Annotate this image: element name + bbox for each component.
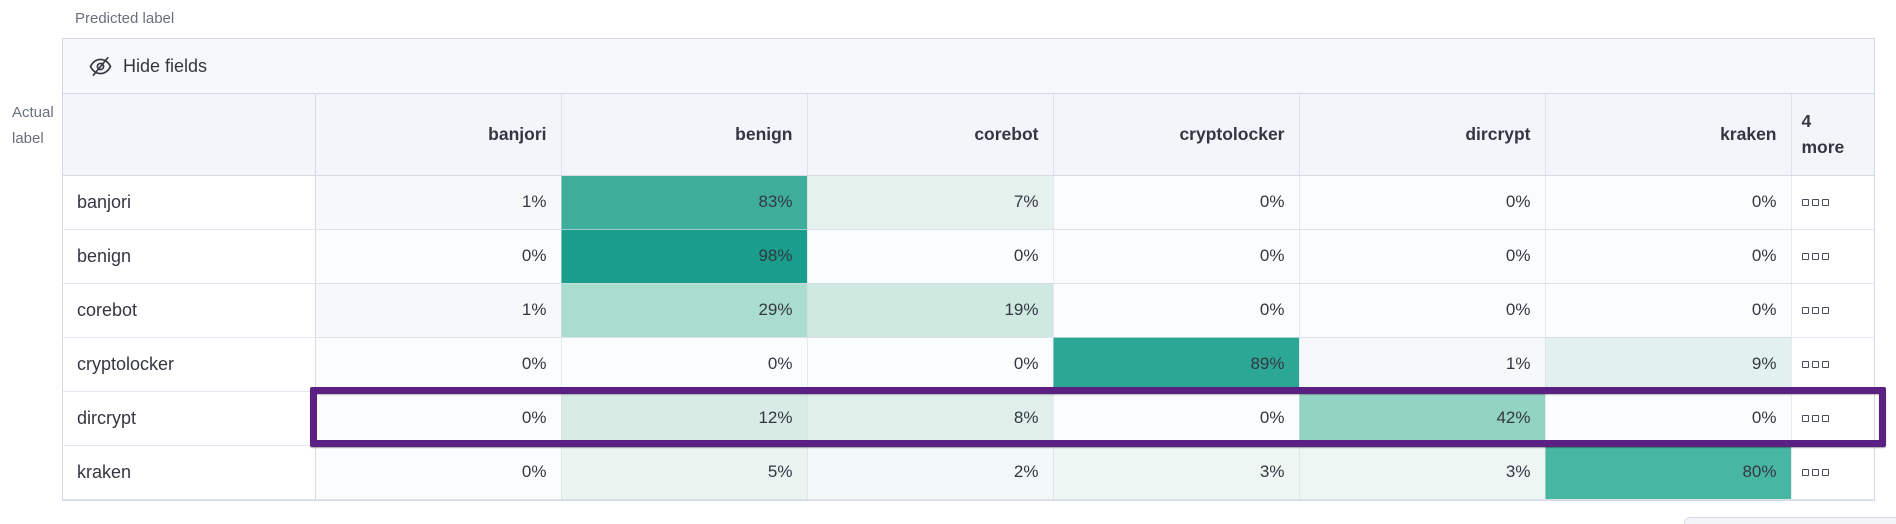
row-actions-banjori[interactable] <box>1791 175 1874 230</box>
hidden-columns-header[interactable]: 4 more <box>1791 94 1874 176</box>
row-actions-kraken[interactable] <box>1791 445 1874 500</box>
row-label-banjori: banjori <box>63 175 316 230</box>
confusion-matrix-table: banjori benign corebot cryptolocker dircrypt… <box>63 94 1874 500</box>
cell-corebot-cryptolocker[interactable]: 0% <box>1053 283 1300 338</box>
table-row-cryptolocker: cryptolocker 0% 0% 0% 89% 1% 9% <box>63 337 1874 392</box>
cell-kraken-cryptolocker[interactable]: 3% <box>1053 445 1300 500</box>
column-header-banjori[interactable]: banjori <box>315 94 562 176</box>
eye-slash-icon <box>89 55 112 78</box>
header-row: banjori benign corebot cryptolocker dircrypt… <box>63 94 1874 176</box>
cell-cryptolocker-corebot[interactable]: 0% <box>807 337 1054 392</box>
cell-dircrypt-corebot[interactable]: 8% <box>807 391 1054 446</box>
cell-corebot-banjori[interactable]: 1% <box>315 283 562 338</box>
cell-kraken-kraken[interactable]: 80% <box>1545 445 1792 500</box>
hidden-columns-count: 4 <box>1801 111 1812 131</box>
actual-axis-label-line1: Actual <box>12 104 54 121</box>
cell-dircrypt-benign[interactable]: 12% <box>561 391 808 446</box>
cell-corebot-dircrypt[interactable]: 0% <box>1299 283 1546 338</box>
table-row-kraken: kraken 0% 5% 2% 3% 3% 80% <box>63 445 1874 500</box>
cell-banjori-corebot[interactable]: 7% <box>807 175 1054 230</box>
cell-banjori-cryptolocker[interactable]: 0% <box>1053 175 1300 230</box>
cell-cryptolocker-dircrypt[interactable]: 1% <box>1299 337 1546 392</box>
table-row-banjori: banjori 1% 83% 7% 0% 0% 0% <box>63 175 1874 230</box>
boxes-icon <box>1801 415 1829 422</box>
table-row-benign: benign 0% 98% 0% 0% 0% 0% <box>63 229 1874 284</box>
row-actions-cryptolocker[interactable] <box>1791 337 1874 392</box>
cell-dircrypt-dircrypt[interactable]: 42% <box>1299 391 1546 446</box>
row-actions-corebot[interactable] <box>1791 283 1874 338</box>
boxes-icon <box>1801 361 1829 368</box>
hidden-columns-word: more <box>1801 137 1845 158</box>
cell-cryptolocker-banjori[interactable]: 0% <box>315 337 562 392</box>
cell-dircrypt-banjori[interactable]: 0% <box>315 391 562 446</box>
cell-banjori-dircrypt[interactable]: 0% <box>1299 175 1546 230</box>
row-actions-dircrypt[interactable] <box>1791 391 1874 446</box>
cell-corebot-corebot[interactable]: 19% <box>807 283 1054 338</box>
grid-toolbar: Hide fields <box>63 39 1874 94</box>
boxes-icon <box>1801 199 1829 206</box>
column-header-kraken[interactable]: kraken <box>1545 94 1792 176</box>
table-row-corebot: corebot 1% 29% 19% 0% 0% 0% <box>63 283 1874 338</box>
cell-cryptolocker-cryptolocker[interactable]: 89% <box>1053 337 1300 392</box>
column-header-cryptolocker[interactable]: cryptolocker <box>1053 94 1300 176</box>
boxes-icon <box>1801 307 1829 314</box>
actual-axis-label-line2: label <box>12 130 44 147</box>
row-label-dircrypt: dircrypt <box>63 391 316 446</box>
cell-benign-cryptolocker[interactable]: 0% <box>1053 229 1300 284</box>
column-header-corebot[interactable]: corebot <box>807 94 1054 176</box>
row-label-kraken: kraken <box>63 445 316 500</box>
cell-dircrypt-kraken[interactable]: 0% <box>1545 391 1792 446</box>
cell-kraken-dircrypt[interactable]: 3% <box>1299 445 1546 500</box>
cell-corebot-kraken[interactable]: 0% <box>1545 283 1792 338</box>
row-label-corebot: corebot <box>63 283 316 338</box>
boxes-icon <box>1801 253 1829 260</box>
row-label-cryptolocker: cryptolocker <box>63 337 316 392</box>
hide-fields-button[interactable]: Hide fields <box>89 55 207 78</box>
row-actions-benign[interactable] <box>1791 229 1874 284</box>
cell-cryptolocker-kraken[interactable]: 9% <box>1545 337 1792 392</box>
cell-kraken-corebot[interactable]: 2% <box>807 445 1054 500</box>
confusion-matrix-panel: Hide fields banjori benign corebot cryptolo… <box>62 38 1875 501</box>
cell-corebot-benign[interactable]: 29% <box>561 283 808 338</box>
corner-header-cell <box>63 94 316 176</box>
cell-banjori-benign[interactable]: 83% <box>561 175 808 230</box>
scrollbar-thumb[interactable] <box>1684 517 1896 524</box>
cell-kraken-banjori[interactable]: 0% <box>315 445 562 500</box>
column-header-dircrypt[interactable]: dircrypt <box>1299 94 1546 176</box>
table-row-dircrypt: dircrypt 0% 12% 8% 0% 42% 0% <box>63 391 1874 446</box>
cell-dircrypt-cryptolocker[interactable]: 0% <box>1053 391 1300 446</box>
cell-benign-benign[interactable]: 98% <box>561 229 808 284</box>
column-header-benign[interactable]: benign <box>561 94 808 176</box>
cell-banjori-kraken[interactable]: 0% <box>1545 175 1792 230</box>
cell-benign-kraken[interactable]: 0% <box>1545 229 1792 284</box>
predicted-axis-label: Predicted label <box>75 10 175 27</box>
cell-benign-corebot[interactable]: 0% <box>807 229 1054 284</box>
cell-benign-dircrypt[interactable]: 0% <box>1299 229 1546 284</box>
cell-cryptolocker-benign[interactable]: 0% <box>561 337 808 392</box>
cell-benign-banjori[interactable]: 0% <box>315 229 562 284</box>
row-label-benign: benign <box>63 229 316 284</box>
cell-banjori-banjori[interactable]: 1% <box>315 175 562 230</box>
actual-axis-label: Actual label <box>12 100 54 152</box>
hide-fields-label: Hide fields <box>123 55 208 76</box>
boxes-icon <box>1801 469 1829 476</box>
cell-kraken-benign[interactable]: 5% <box>561 445 808 500</box>
